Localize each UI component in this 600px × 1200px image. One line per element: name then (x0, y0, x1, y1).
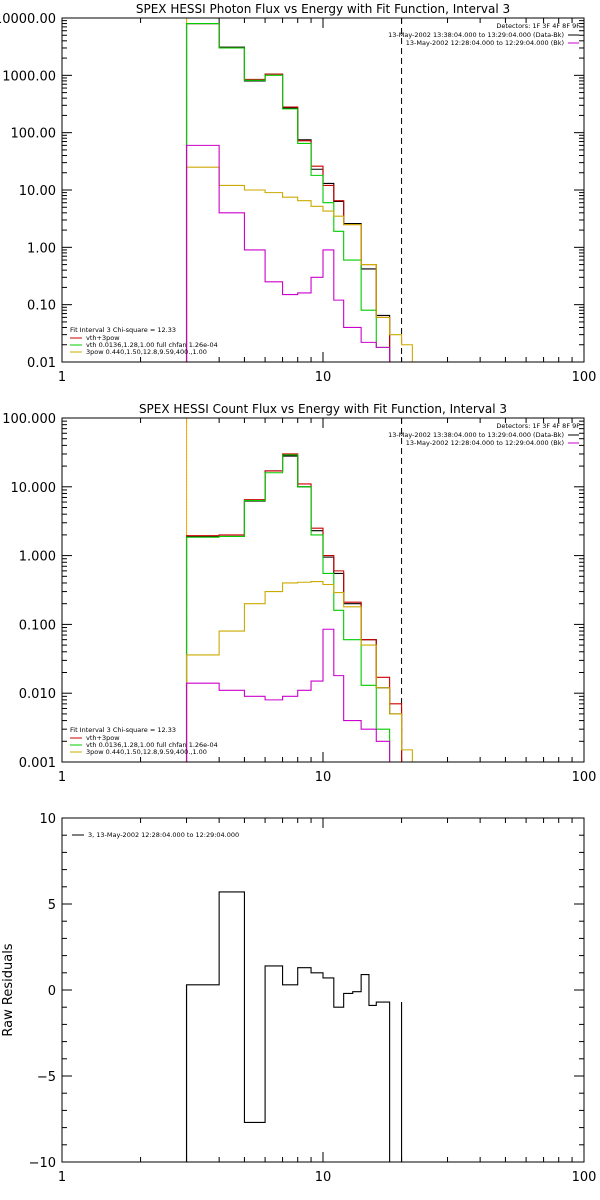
legend-bottom-label: 3pow 0.440,1.50,12.8,9.59,400.,1.00 (86, 748, 207, 756)
y-axis-label: Raw Residuals (1, 943, 16, 1036)
fit-chi-square-label: Fit Interval 3 Chi-square = 12.33 (70, 326, 176, 334)
legend-top-label: 13-May-2002 12:28:04.000 to 12:29:04.000… (406, 439, 564, 447)
series-bk (185, 628, 403, 762)
legend-top-label: 13-May-2002 13:38:04.000 to 13:29:04.000… (388, 431, 564, 439)
y-tick-label: 10 (39, 812, 56, 827)
chart-title: SPEX HESSI Photon Flux vs Energy with Fi… (136, 2, 510, 16)
y-tick-label: −5 (37, 1070, 56, 1085)
x-tick-label: 1 (58, 770, 66, 785)
series-3pow (185, 166, 413, 362)
x-tick-label: 10 (315, 770, 332, 785)
x-tick-label: 1 (58, 370, 66, 385)
legend-label: 3, 13-May-2002 12:28:04.000 to 12:29:04.… (88, 831, 239, 839)
series-vth-3pow (185, 23, 391, 362)
series-residuals (185, 891, 391, 1162)
legend-top-label: 13-May-2002 13:38:04.000 to 13:29:04.000… (388, 31, 564, 39)
y-tick-label: 100.000 (2, 412, 56, 427)
y-tick-label: 0.10 (27, 299, 56, 314)
y-tick-label: 10.000 (11, 481, 57, 496)
series-data-bk (185, 455, 403, 762)
legend-bottom-label: vth 0.0136,1.28,1.00 full chfan 1.26e-04 (86, 341, 218, 349)
legend-bottom-label: vth 0.0136,1.28,1.00 full chfan 1.26e-04 (86, 741, 218, 749)
residuals-panel: 1 10 100 −10 −5 0 5 10 Raw Residuals 3, 13-May-20… (1, 812, 596, 1185)
series-vth (185, 454, 403, 762)
series-vth-3pow (185, 453, 403, 762)
count-flux-panel: SPEX HESSI Count Flux vs Energy with Fit… (2, 402, 596, 785)
y-tick-label: 0.100 (19, 618, 56, 633)
series-bk (185, 144, 403, 362)
y-tick-label: 1.00 (27, 241, 56, 256)
legend-top-label: 13-May-2002 12:28:04.000 to 12:29:04.000… (406, 39, 564, 47)
x-tick-label: 100 (572, 1170, 597, 1185)
y-tick-label: 10000.00 (0, 12, 56, 27)
legend-bottom-label: vth+3pow (86, 334, 120, 342)
fit-chi-square-label: Fit Interval 3 Chi-square = 12.33 (70, 726, 176, 734)
y-tick-label: 0.01 (27, 356, 56, 371)
x-tick-label: 10 (315, 370, 332, 385)
x-tick-label: 100 (572, 770, 597, 785)
detectors-label: Detectors: 1F 3F 4F 8F 9F (496, 422, 580, 430)
y-tick-label: 1000.00 (2, 69, 56, 84)
y-tick-label: 0 (48, 984, 56, 999)
y-tick-label: 1.000 (19, 550, 56, 565)
legend-bottom-label: vth+3pow (86, 734, 120, 742)
y-tick-label: 5 (48, 898, 56, 913)
x-tick-label: 100 (572, 370, 597, 385)
y-tick-label: 0.001 (19, 756, 56, 771)
series-3pow (185, 580, 428, 762)
photon-flux-panel: SPEX HESSI Photon Flux vs Energy with Fi… (0, 2, 596, 385)
x-tick-label: 1 (58, 1170, 66, 1185)
y-tick-label: 0.010 (19, 687, 56, 702)
plot-frame (61, 417, 585, 763)
series-vth (185, 23, 403, 362)
legend-bottom-label: 3pow 0.440,1.50,12.8,9.59,400.,1.00 (86, 348, 207, 356)
plot-frame (61, 817, 585, 1163)
detectors-label: Detectors: 1F 3F 4F 8F 9F (496, 22, 580, 30)
y-tick-label: 100.00 (11, 127, 57, 142)
y-tick-label: 10.00 (19, 184, 56, 199)
x-tick-label: 10 (315, 1170, 332, 1185)
chart-title: SPEX HESSI Count Flux vs Energy with Fit… (139, 402, 507, 416)
y-tick-label: −10 (29, 1156, 56, 1171)
series-data-bk (185, 23, 391, 362)
plot-frame (61, 17, 585, 363)
